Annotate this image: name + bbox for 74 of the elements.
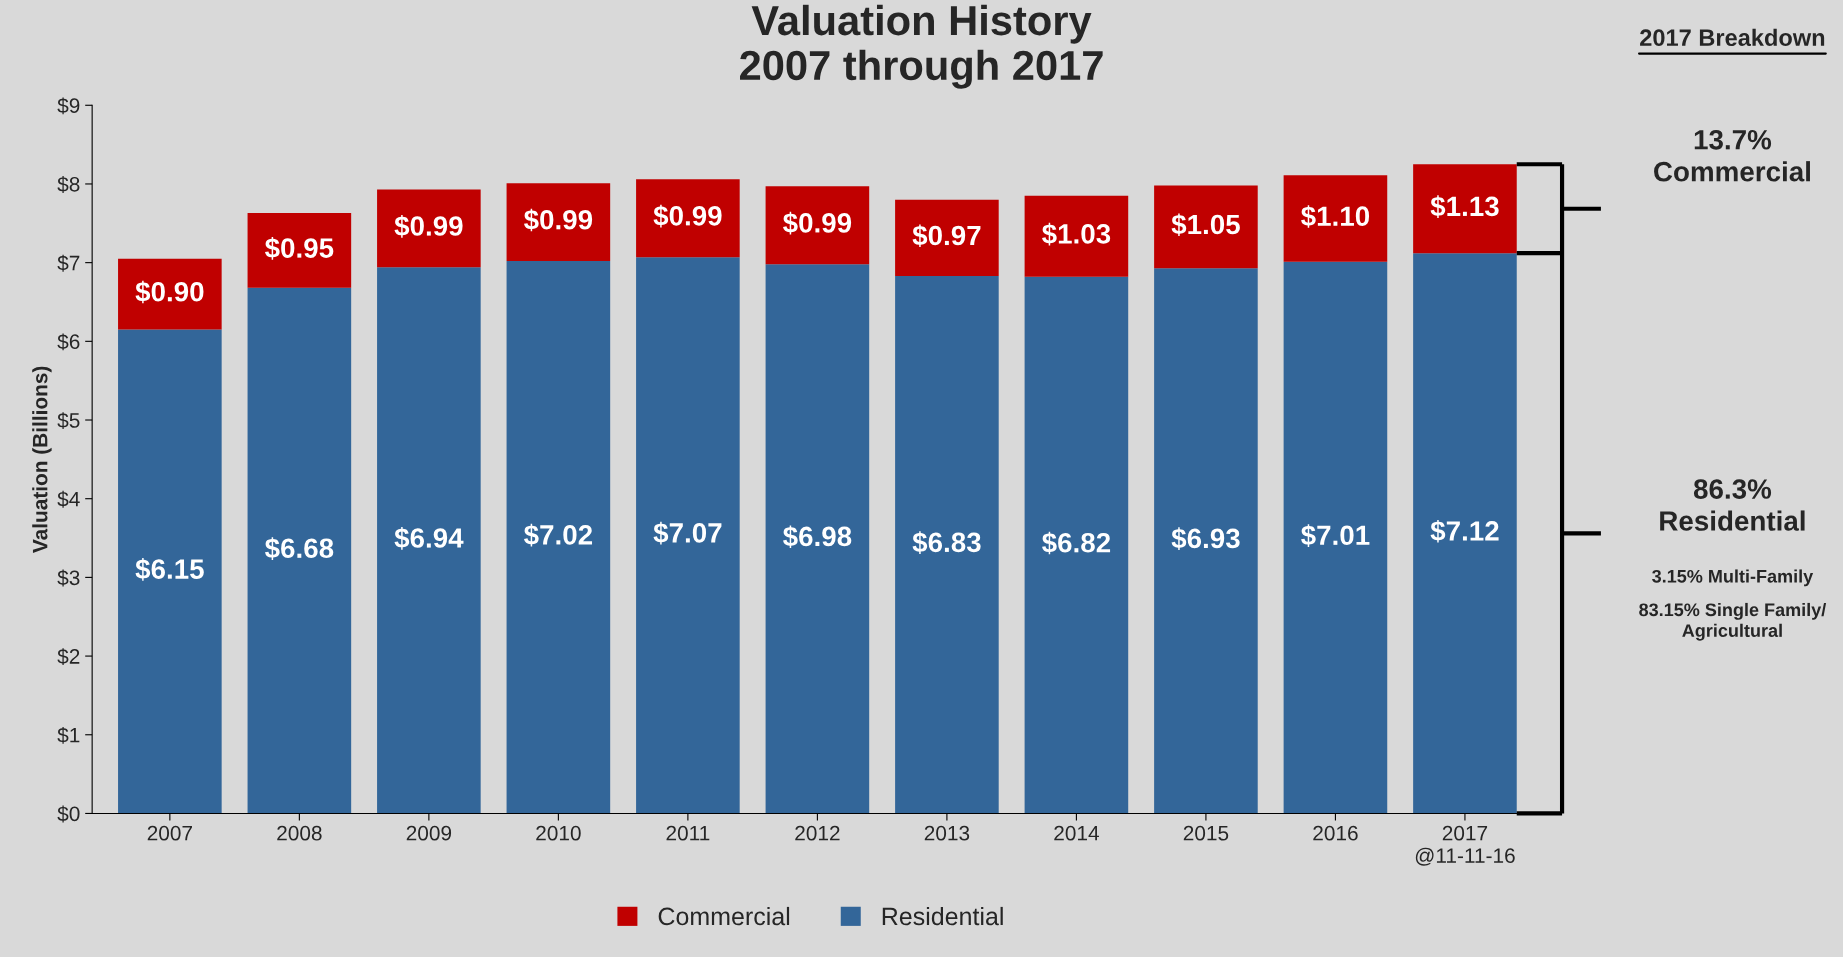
y-tick-label: $2 <box>57 648 80 666</box>
bar <box>1413 253 1517 814</box>
legend-label: Commercial <box>658 906 790 926</box>
data-label: $1.03 <box>1042 222 1111 246</box>
chart-title: Valuation History 2007 through 2017 <box>740 4 1103 89</box>
bar <box>636 179 740 258</box>
x-tick-label: 2008 <box>277 825 322 841</box>
data-label: $7.12 <box>1430 519 1499 543</box>
y-tick-label: $0 <box>57 805 80 823</box>
data-label: $7.02 <box>523 523 593 547</box>
data-label: $0.90 <box>135 280 204 304</box>
data-label: $1.13 <box>1430 195 1499 218</box>
bar <box>1024 276 1129 814</box>
data-label: $6.68 <box>264 537 334 560</box>
x-tick-label: 2013 <box>924 825 970 841</box>
x-tick-label: 2015 <box>1183 825 1229 841</box>
data-label: $1.05 <box>1171 213 1240 237</box>
data-label: $6.83 <box>912 531 981 554</box>
data-label: $6.94 <box>394 526 464 550</box>
y-tick-label: $1 <box>57 726 80 744</box>
bar <box>118 329 222 814</box>
bar <box>377 267 481 814</box>
x-tick-label: 2009 <box>406 825 452 841</box>
y-tick-label: $7 <box>57 254 80 272</box>
bar <box>1154 185 1258 269</box>
text: 3.15% Multi-Family <box>1652 569 1814 587</box>
data-label: $1.10 <box>1301 205 1370 228</box>
y-tick-label: $6 <box>57 333 80 351</box>
bar <box>247 213 352 288</box>
data-label: $7.01 <box>1301 524 1370 547</box>
bar <box>895 276 999 814</box>
bar <box>1024 195 1129 277</box>
text: 2017 Breakdown <box>1640 28 1825 47</box>
bar <box>1283 175 1388 262</box>
x-tick-label: 2010 <box>536 825 581 841</box>
bar <box>377 189 481 268</box>
data-label: $6.93 <box>1171 527 1240 551</box>
legend-label: Residential <box>882 906 1003 926</box>
data-label: $7.07 <box>653 521 722 545</box>
x-tick-label: 2011 <box>666 825 710 841</box>
y-axis-title: Valuation (Billions) <box>32 366 52 553</box>
bar <box>118 258 222 330</box>
x-tick-label: 2017 @11-11-16 <box>1415 825 1515 866</box>
y-tick-label: $5 <box>57 412 80 430</box>
data-label: $0.99 <box>783 211 852 235</box>
bar <box>765 264 870 814</box>
x-tick-label: 2014 <box>1054 825 1099 841</box>
y-tick-label: $9 <box>57 97 80 115</box>
x-tick-label: 2012 <box>795 825 840 841</box>
data-label: $6.82 <box>1042 531 1111 555</box>
y-tick-label: $8 <box>57 176 80 193</box>
data-label: $0.99 <box>394 214 463 238</box>
data-label: $6.98 <box>783 525 852 549</box>
data-label: $0.97 <box>912 224 981 248</box>
data-label: $0.99 <box>523 208 593 232</box>
data-label: $6.15 <box>135 558 204 581</box>
bar <box>636 257 740 814</box>
text: 13.7% Commercial <box>1654 129 1810 182</box>
y-tick-label: $4 <box>57 490 80 508</box>
data-label: $0.99 <box>653 204 722 228</box>
y-tick-label: $3 <box>57 569 80 587</box>
data-label: $0.95 <box>264 237 334 260</box>
bar <box>247 287 352 814</box>
bar <box>506 183 611 262</box>
x-tick-label: 2007 <box>147 825 192 841</box>
bar <box>765 186 870 265</box>
bar <box>1283 261 1388 814</box>
text: 86.3% Residential <box>1660 479 1805 531</box>
bar <box>1413 164 1517 254</box>
bar <box>895 199 999 277</box>
text: 83.15% Single Family/ Agricultural <box>1639 602 1827 641</box>
bar <box>506 261 611 814</box>
bar <box>1154 268 1258 814</box>
x-tick-label: 2016 <box>1313 825 1358 841</box>
